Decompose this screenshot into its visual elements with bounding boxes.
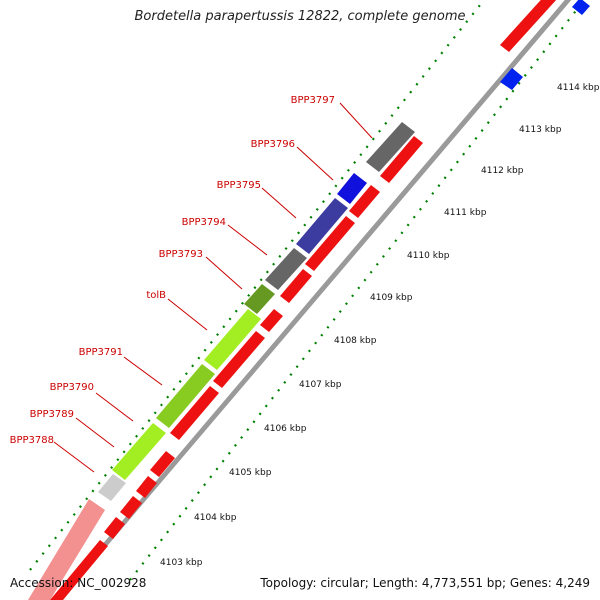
tick-label-4103: 4103 kbp xyxy=(160,558,203,568)
inner-dotted-track xyxy=(129,0,586,581)
gene-arrow[interactable] xyxy=(170,386,219,440)
gene-arrow[interactable] xyxy=(136,476,157,498)
leader-line xyxy=(205,256,243,290)
genome-summary-label: Topology: circular; Length: 4,773,551 bp… xyxy=(260,576,590,590)
gene-block[interactable] xyxy=(98,474,126,501)
backbone-line-outer xyxy=(58,0,572,600)
tick-label-4105: 4105 kbp xyxy=(229,468,272,478)
tick-label-4110: 4110 kbp xyxy=(407,251,450,261)
backbone-line-inner xyxy=(61,0,574,600)
tick-label-4106: 4106 kbp xyxy=(264,424,307,434)
leader-line xyxy=(167,298,208,331)
outer-dotted-track xyxy=(29,0,486,571)
tick-label-4114: 4114 kbp xyxy=(557,83,600,93)
gene-block[interactable] xyxy=(204,309,261,370)
gene-arrow[interactable] xyxy=(104,517,125,539)
leader-line xyxy=(339,102,373,139)
gene-block[interactable] xyxy=(265,248,307,290)
gene-label-bpp3791: BPP3791 xyxy=(79,347,123,358)
label-leaders xyxy=(53,102,373,473)
accession-label: Accession: NC_002928 xyxy=(10,576,147,590)
gene-label-bpp3789: BPP3789 xyxy=(30,409,74,420)
gene-block[interactable] xyxy=(366,122,415,172)
gene-arrow[interactable] xyxy=(213,331,265,388)
gene-label-bpp3796: BPP3796 xyxy=(251,139,295,150)
gene-block[interactable] xyxy=(28,499,105,600)
gene-arrow[interactable] xyxy=(260,309,283,332)
tick-label-4109: 4109 kbp xyxy=(370,293,413,303)
leader-line xyxy=(75,417,115,448)
gene-label-bpp3797: BPP3797 xyxy=(291,95,335,106)
gene-arrow[interactable] xyxy=(380,136,423,183)
gene-arrow[interactable] xyxy=(280,269,312,303)
tick-label-4111: 4111 kbp xyxy=(444,208,487,218)
gene-arrow[interactable] xyxy=(349,185,380,218)
gene-arrow[interactable] xyxy=(305,216,355,271)
gene-arrow[interactable] xyxy=(120,496,142,519)
tick-label-4107: 4107 kbp xyxy=(299,380,342,390)
leader-line xyxy=(53,441,95,473)
gene-label-bpp3794: BPP3794 xyxy=(182,217,226,228)
gene-block[interactable] xyxy=(337,173,367,204)
leader-line xyxy=(227,224,268,256)
gene-label-tolb: tolB xyxy=(146,290,166,301)
tick-label-4112: 4112 kbp xyxy=(481,166,524,176)
gene-label-bpp3793: BPP3793 xyxy=(159,249,203,260)
gene-arrow[interactable] xyxy=(572,0,590,15)
gene-block[interactable] xyxy=(244,284,275,314)
tick-label-4104: 4104 kbp xyxy=(194,513,237,523)
leader-line xyxy=(123,356,163,386)
gene-arrow[interactable] xyxy=(150,451,175,477)
gene-label-bpp3795: BPP3795 xyxy=(217,180,261,191)
leader-line xyxy=(296,146,334,181)
gene-arrow[interactable] xyxy=(50,540,108,600)
forward-strand-genes xyxy=(50,0,590,600)
gene-label-bpp3788: BPP3788 xyxy=(10,435,54,446)
tick-label-4108: 4108 kbp xyxy=(334,336,377,346)
category-genes xyxy=(28,122,415,600)
leader-line xyxy=(261,187,297,219)
gene-arrow[interactable] xyxy=(500,0,557,52)
gene-block[interactable] xyxy=(156,364,215,428)
tick-label-4113: 4113 kbp xyxy=(519,125,562,135)
leader-line xyxy=(95,392,134,422)
gene-label-bpp3790: BPP3790 xyxy=(50,382,94,393)
gene-block[interactable] xyxy=(296,198,348,254)
genome-title: Bordetella parapertussis 12822, complete… xyxy=(134,9,466,24)
gene-block[interactable] xyxy=(112,423,166,480)
gene-arrow[interactable] xyxy=(500,68,523,90)
